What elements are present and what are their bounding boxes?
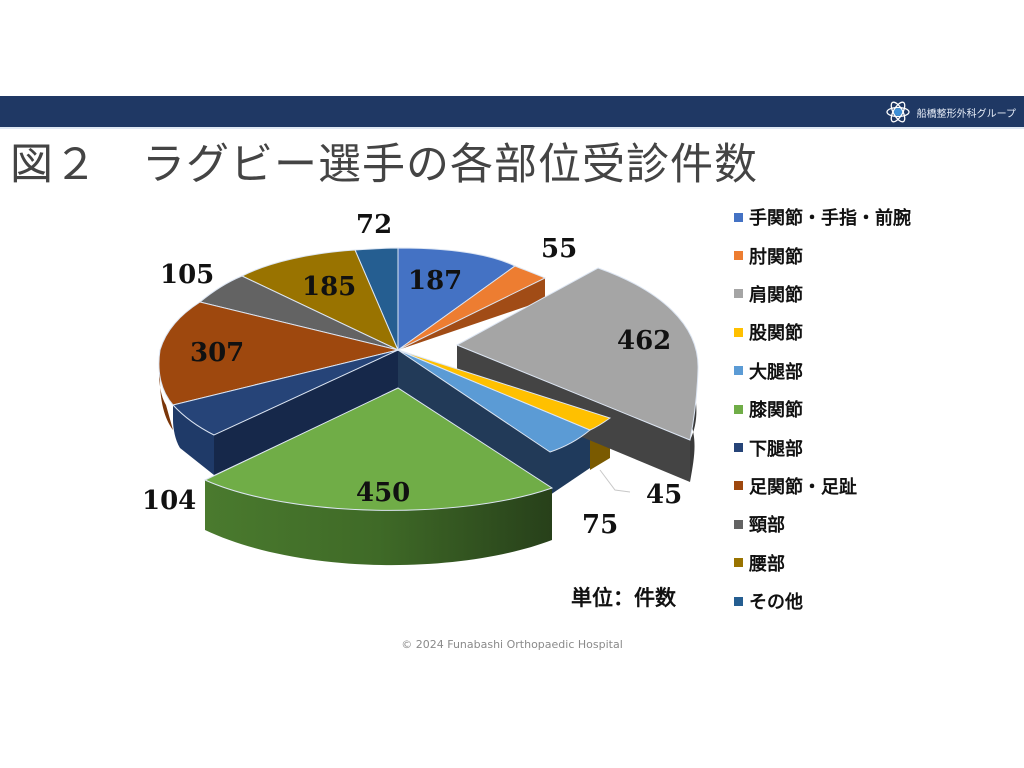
legend-item: 肩関節 bbox=[734, 275, 911, 313]
legend-label: 下腿部 bbox=[749, 438, 803, 460]
legend-item: 肘関節 bbox=[734, 236, 911, 274]
data-label-lower-back: 185 bbox=[302, 272, 357, 302]
legend-item: 膝関節 bbox=[734, 390, 911, 428]
pie-tops bbox=[158, 247, 699, 511]
copyright: © 2024 Funabashi Orthopaedic Hospital bbox=[401, 638, 623, 651]
data-label-hip: 45 bbox=[646, 480, 683, 510]
legend-swatch-icon bbox=[734, 558, 743, 568]
legend-item: 頸部 bbox=[734, 505, 911, 543]
chart-legend: 手関節・手指・前腕 肘関節 肩関節 股関節 大腿部 膝関節 下腿部 足関節・足趾… bbox=[734, 198, 911, 620]
leader-line bbox=[599, 469, 631, 493]
legend-item: 腰部 bbox=[734, 544, 911, 582]
brand-text: 船橋整形外科グループ bbox=[916, 108, 1016, 120]
legend-item: 股関節 bbox=[734, 313, 911, 351]
legend-swatch-icon bbox=[734, 443, 743, 453]
legend-label: 頸部 bbox=[749, 515, 785, 537]
data-label-shoulder: 462 bbox=[617, 326, 672, 356]
legend-label: 大腿部 bbox=[749, 361, 803, 383]
header-bar bbox=[0, 96, 1024, 127]
legend-swatch-icon bbox=[734, 596, 743, 606]
data-label-elbow: 55 bbox=[541, 234, 578, 264]
data-label-lower-leg: 104 bbox=[142, 486, 197, 516]
legend-swatch-icon bbox=[734, 366, 743, 376]
data-label-neck: 105 bbox=[160, 260, 215, 290]
legend-item: その他 bbox=[734, 582, 911, 620]
legend-swatch-icon bbox=[734, 251, 743, 261]
legend-item: 手関節・手指・前腕 bbox=[734, 198, 911, 236]
legend-label: 足関節・足趾 bbox=[749, 476, 857, 498]
legend-item: 足関節・足趾 bbox=[734, 467, 911, 505]
header-divider bbox=[0, 127, 1024, 129]
data-label-knee: 450 bbox=[356, 478, 411, 508]
atom-logo-icon bbox=[885, 101, 910, 123]
data-label-other: 72 bbox=[356, 210, 393, 240]
data-label-wrist: 187 bbox=[408, 266, 463, 296]
unit-label: 単位：件数 bbox=[571, 585, 676, 610]
legend-swatch-icon bbox=[734, 404, 743, 414]
brand: 船橋整形外科グループ bbox=[885, 99, 1016, 125]
data-label-ankle: 307 bbox=[190, 338, 245, 368]
legend-label: 肩関節 bbox=[749, 284, 803, 306]
legend-swatch-icon bbox=[734, 519, 743, 529]
legend-swatch-icon bbox=[734, 327, 743, 337]
page-title: 図２ ラグビー選手の各部位受診件数 bbox=[10, 140, 758, 190]
legend-label: 腰部 bbox=[749, 553, 785, 575]
legend-label: その他 bbox=[749, 592, 803, 614]
legend-item: 下腿部 bbox=[734, 428, 911, 466]
legend-label: 股関節 bbox=[749, 323, 803, 345]
legend-swatch-icon bbox=[734, 289, 743, 299]
legend-label: 手関節・手指・前腕 bbox=[749, 208, 911, 230]
legend-swatch-icon bbox=[734, 481, 743, 491]
legend-label: 膝関節 bbox=[749, 400, 803, 422]
legend-label: 肘関節 bbox=[749, 246, 803, 268]
legend-swatch-icon bbox=[734, 212, 743, 222]
legend-item: 大腿部 bbox=[734, 352, 911, 390]
data-label-thigh: 75 bbox=[582, 510, 619, 540]
